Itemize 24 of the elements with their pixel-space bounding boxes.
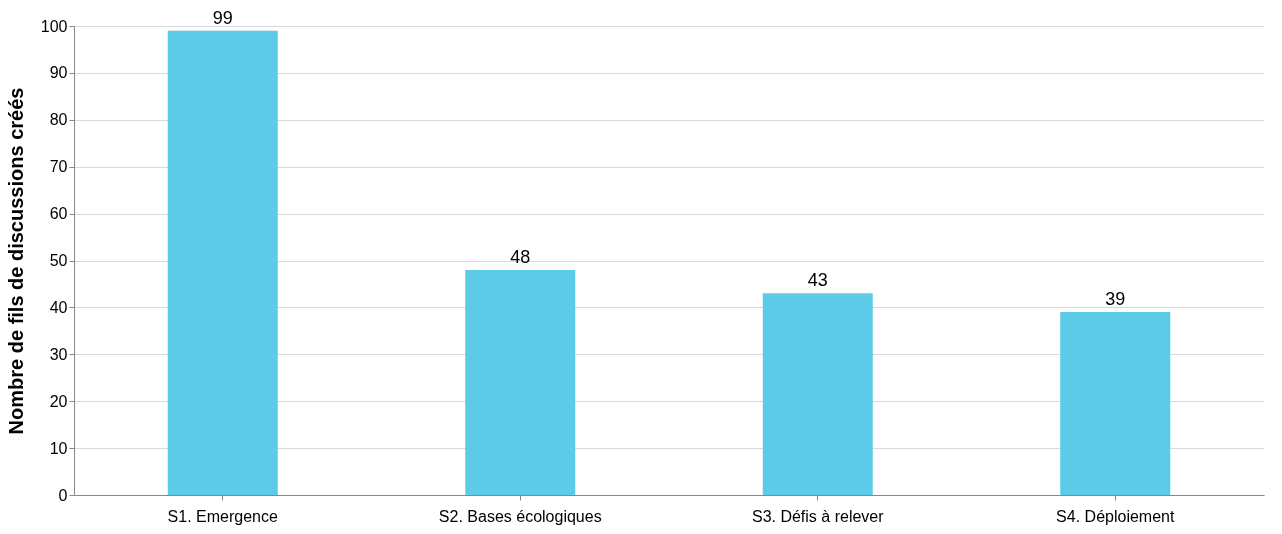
bar xyxy=(762,293,873,495)
y-tick-label: 70 xyxy=(49,158,68,176)
y-axis-title: Nombre de fils de discussions créés xyxy=(4,87,27,435)
x-tick-label: S3. Défis à relever xyxy=(751,507,885,525)
x-tick-label: S4. Déploiement xyxy=(1056,507,1175,525)
bar xyxy=(465,269,576,495)
y-tick-label: 20 xyxy=(49,392,68,410)
bar xyxy=(1060,312,1171,495)
x-tick-label: S2. Bases écologiques xyxy=(438,507,602,525)
data-label: 43 xyxy=(807,270,828,291)
y-tick-label: 50 xyxy=(49,252,68,269)
bar xyxy=(167,30,278,495)
data-label: 39 xyxy=(1105,289,1126,310)
y-tick-label: 90 xyxy=(49,64,68,82)
y-tick-label: 10 xyxy=(49,439,68,457)
data-label: 48 xyxy=(510,246,531,267)
data-label: 99 xyxy=(212,7,233,28)
y-tick-label: 60 xyxy=(49,205,68,223)
x-tick-label: S1. Emergence xyxy=(167,507,278,525)
y-tick-label: 100 xyxy=(40,17,68,35)
y-tick-label: 0 xyxy=(58,486,68,504)
y-tick-label: 80 xyxy=(49,111,68,129)
y-tick-label: 30 xyxy=(49,345,68,363)
y-tick-label: 40 xyxy=(49,298,68,316)
